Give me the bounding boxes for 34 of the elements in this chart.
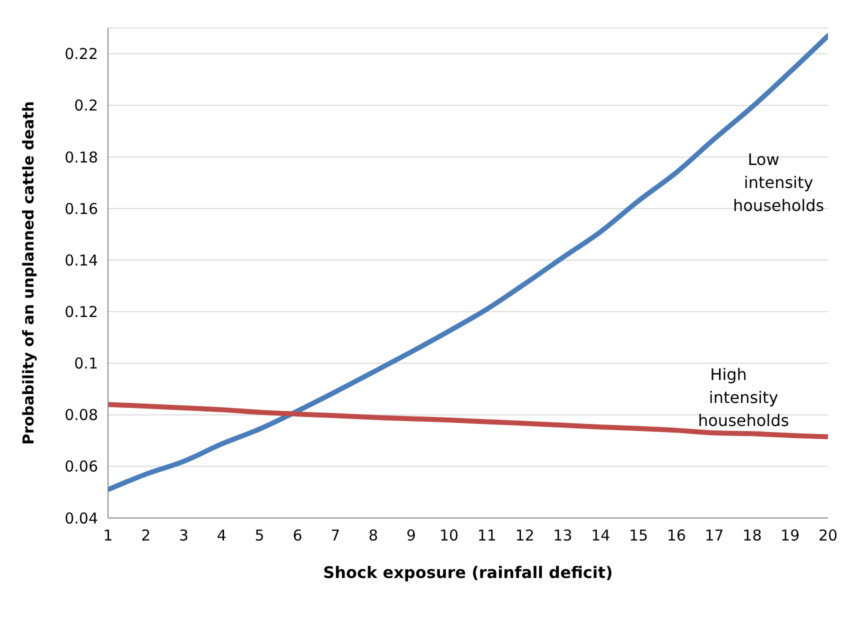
y-tick-label: 0.2 [74, 96, 98, 115]
x-tick-label: 9 [406, 526, 416, 545]
y-tick-label: 0.12 [64, 303, 98, 322]
y-tick-label: 0.18 [64, 148, 98, 166]
annotation: Low intensity households [732, 149, 824, 217]
x-tick-label: 7 [330, 526, 340, 545]
y-tick-label: 0.22 [64, 45, 98, 64]
x-tick-label: 19 [780, 526, 800, 545]
x-tick-label: 8 [368, 526, 378, 545]
x-tick-label: 3 [179, 526, 189, 545]
x-tick-label: 10 [440, 526, 459, 545]
x-tick-label: 16 [666, 526, 686, 545]
x-tick-label: 11 [477, 526, 496, 545]
x-tick-label: 18 [742, 526, 762, 545]
annotation: High intensity households [697, 364, 790, 432]
x-tick-label: 17 [704, 526, 724, 545]
x-tick-label: 13 [553, 526, 572, 545]
x-tick-label: 2 [141, 526, 151, 545]
y-tick-label: 0.08 [64, 406, 98, 424]
y-tick-label: 0.16 [64, 200, 98, 218]
x-tick-label: 5 [254, 526, 264, 545]
x-axis-title: Shock exposure (rainfall deficit) [323, 563, 613, 582]
y-axis-title: Probability of an unplanned cattle death [19, 101, 38, 445]
x-tick-label: 6 [292, 526, 302, 545]
x-tick-label: 20 [818, 526, 838, 545]
x-tick-label: 14 [591, 526, 610, 545]
y-tick-label: 0.04 [64, 509, 98, 528]
y-tick-label: 0.14 [64, 251, 98, 270]
y-tick-label: 0.06 [64, 458, 98, 476]
x-tick-label: 1 [103, 526, 113, 545]
x-tick-label: 15 [628, 526, 648, 545]
x-tick-label: 4 [216, 526, 226, 545]
x-tick-label: 12 [515, 526, 534, 545]
y-tick-label: 0.1 [74, 354, 98, 373]
